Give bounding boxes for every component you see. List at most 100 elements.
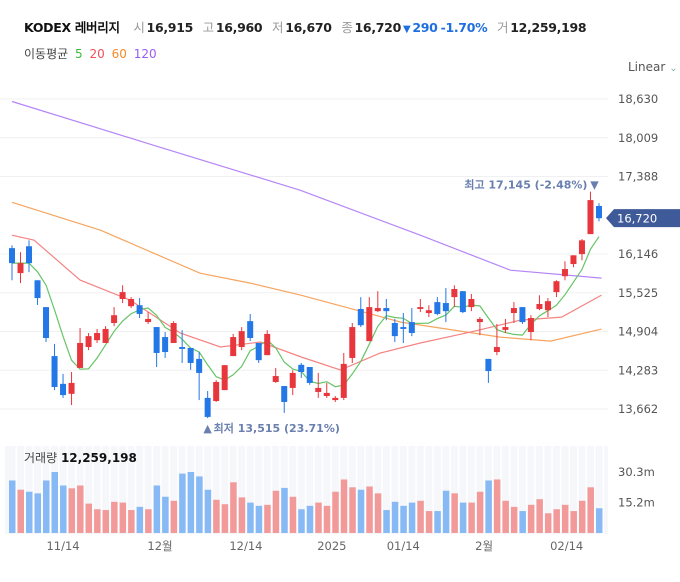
scale-selector[interactable]: Linear ⌄: [628, 60, 678, 74]
candle-up: [544, 301, 551, 311]
candle-up: [238, 331, 245, 348]
volume-bar: [366, 486, 373, 533]
x-tick-label: 12월: [147, 539, 172, 553]
change-value: 290: [412, 20, 438, 35]
candle-down: [162, 337, 169, 353]
candle-up: [102, 328, 109, 343]
candle-up: [230, 337, 237, 357]
volume-tick-label: 30.3m: [618, 465, 655, 479]
scale-label: Linear: [628, 60, 666, 74]
candle-up: [451, 289, 458, 298]
volume-label: 거: [497, 20, 509, 35]
volume-bar: [298, 509, 305, 533]
volume-bar: [485, 480, 492, 533]
volume-bar: [587, 487, 594, 533]
volume-bar: [17, 489, 25, 533]
candle-up: [323, 392, 330, 397]
volume-bar: [553, 509, 560, 533]
close-label: 종: [341, 20, 353, 35]
volume-bar: [451, 493, 458, 533]
volume-bar: [578, 500, 586, 533]
volume-bar: [204, 489, 212, 533]
y-tick-label: 18,009: [618, 131, 658, 145]
volume-bar: [136, 506, 144, 533]
candle-down: [459, 291, 466, 313]
volume-bar: [374, 493, 382, 533]
candle-down: [357, 308, 364, 326]
candle-up: [374, 308, 381, 312]
candle-up: [68, 382, 75, 394]
candle-down: [434, 302, 441, 314]
moving-average-legend[interactable]: 이동평균 5 20 60 120: [24, 45, 160, 62]
volume-bar: [170, 500, 178, 533]
volume-bar: [187, 472, 195, 533]
candle-up: [332, 397, 339, 401]
candle-down: [153, 327, 160, 353]
volume-bar: [315, 502, 322, 533]
volume-bar: [510, 506, 518, 533]
candle-down: [595, 206, 602, 219]
volume-bar: [264, 504, 271, 533]
volume-bar: [196, 476, 203, 533]
open-label: 시: [133, 20, 145, 35]
volume-bar: [502, 500, 509, 533]
volume-bar: [230, 482, 237, 533]
candle-up: [128, 298, 135, 307]
volume-bar: [493, 479, 501, 533]
volume-bar: [391, 501, 399, 533]
candle-up: [536, 303, 543, 309]
candle-up: [468, 298, 475, 308]
candle-down: [442, 303, 449, 312]
candle-down: [136, 305, 143, 314]
volume-bar: [527, 504, 535, 533]
volume-bar: [9, 480, 16, 533]
candle-up: [417, 307, 424, 309]
volume-bar: [43, 480, 50, 533]
candle-down: [26, 246, 33, 264]
volume-bar: [153, 485, 161, 533]
change-percent: -1.70%: [440, 20, 488, 35]
volume-bar: [281, 487, 288, 533]
volume-bar: [561, 504, 569, 533]
candle-up: [527, 318, 534, 333]
candle-down: [60, 383, 67, 396]
volume-legend-value: 12,259,198: [60, 451, 137, 465]
candle-up: [425, 310, 432, 314]
ma120-line: [11, 100, 602, 279]
close-value: 16,720: [354, 20, 402, 35]
candle-down: [204, 397, 211, 417]
candle-up: [272, 376, 279, 382]
volume-bar: [255, 505, 263, 533]
candle-up: [111, 315, 118, 324]
x-tick-label: 11/14: [46, 539, 79, 553]
volume-bar: [60, 485, 67, 533]
x-tick-label: 01/14: [387, 539, 420, 553]
volume-bar: [459, 502, 467, 533]
volume-bar: [26, 491, 33, 533]
candle-up: [85, 336, 92, 348]
volume-bar: [289, 496, 297, 533]
x-tick-label: 2월: [475, 539, 493, 553]
candle-down: [391, 323, 398, 337]
volume-bar: [128, 510, 135, 533]
volume-bar: [468, 502, 475, 533]
ma-label: 이동평균: [24, 47, 69, 61]
volume-bar: [119, 502, 127, 533]
candle-down: [179, 347, 186, 349]
candle-up: [340, 363, 347, 398]
candle-up: [587, 200, 594, 235]
candle-up: [502, 327, 509, 330]
current-price-tag: [606, 209, 680, 228]
low-label: 저: [272, 20, 284, 35]
volume-bar: [111, 501, 118, 533]
ma20-line: [11, 234, 602, 371]
candle-up: [264, 333, 271, 356]
volume-bar: [408, 502, 416, 533]
high-value: 16,960: [215, 20, 263, 35]
low-annotation: 최저 13,515 (23.71%): [214, 421, 340, 435]
volume-bar: [306, 505, 314, 533]
volume-legend-label: 거래량: [24, 451, 58, 465]
volume-bar: [536, 499, 543, 533]
y-tick-label: 15,525: [618, 286, 658, 300]
